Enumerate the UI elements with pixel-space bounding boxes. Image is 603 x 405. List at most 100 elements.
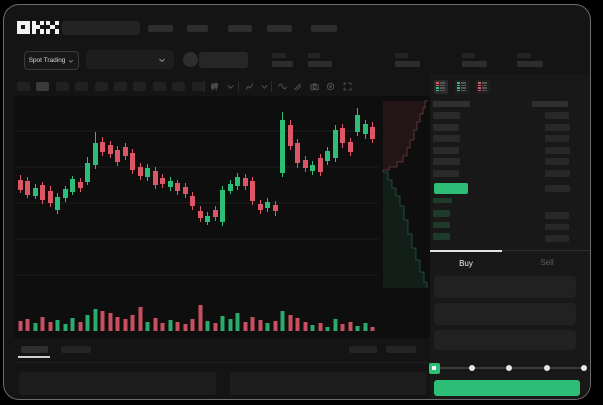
orders-action-button[interactable] [386, 346, 416, 353]
settings-icon[interactable] [326, 82, 335, 91]
volume-bar [280, 311, 285, 331]
book-icon-row [457, 87, 467, 89]
toolbar-separator [271, 81, 272, 92]
candle [175, 183, 180, 191]
stat-label-placeholder [462, 53, 475, 58]
candle [130, 153, 135, 170]
candle [93, 143, 98, 165]
fullscreen-icon[interactable] [343, 82, 352, 91]
timeframe-button[interactable] [191, 82, 205, 91]
volume-bar [48, 322, 53, 331]
timeframe-button[interactable] [75, 82, 89, 91]
camera-icon[interactable] [310, 82, 319, 91]
nav-item[interactable] [187, 25, 208, 32]
chevron-down-icon[interactable] [226, 82, 235, 91]
timeframe-button[interactable] [172, 82, 186, 91]
book-icon-row [478, 84, 488, 87]
bid-row-price[interactable] [433, 210, 450, 217]
candle [273, 205, 278, 211]
volume-bar [100, 311, 105, 331]
pair-selector[interactable] [86, 50, 174, 69]
nav-item[interactable] [311, 25, 337, 32]
candle [303, 160, 308, 168]
book-icon-row [457, 82, 467, 84]
bid-row-amount [545, 223, 569, 230]
slider-stop[interactable] [543, 365, 550, 371]
ask-row-price[interactable] [433, 170, 459, 177]
timeframe-button[interactable] [17, 82, 30, 91]
nav-item[interactable] [228, 25, 252, 32]
bid-row-price[interactable] [433, 221, 450, 228]
volume-bar [288, 315, 293, 331]
search-input[interactable] [62, 21, 140, 35]
timeframe-button[interactable] [133, 82, 147, 91]
volume-bar [348, 322, 353, 331]
ask-row-price[interactable] [433, 158, 460, 165]
depth-asks-line [382, 100, 428, 172]
market-type-selector[interactable]: Spot Trading [24, 51, 79, 70]
candle [310, 165, 315, 171]
buy-submit-button[interactable] [434, 380, 580, 396]
timeframe-button[interactable] [36, 82, 50, 91]
market-type-label: Spot Trading [28, 57, 66, 64]
volume-bar [55, 320, 60, 331]
volume-bar [273, 321, 278, 331]
slider-handle[interactable] [428, 362, 440, 374]
volume-bar [325, 327, 330, 331]
volume-bar [265, 323, 270, 331]
last-price-amount [545, 185, 570, 192]
slider-handle-dot [432, 366, 436, 370]
order-input-field[interactable] [434, 276, 576, 298]
timeframe-button[interactable] [55, 82, 69, 91]
ask-row-price[interactable] [433, 147, 459, 154]
timeframe-button[interactable] [94, 82, 108, 91]
tab-buy[interactable]: Buy [430, 250, 502, 274]
candle [55, 197, 60, 210]
ask-row-amount [545, 147, 570, 154]
slider-stop[interactable] [506, 365, 512, 371]
orders-tab[interactable] [61, 346, 91, 353]
stat-label-placeholder [517, 53, 531, 58]
ask-row-price[interactable] [433, 112, 460, 119]
timeframe-button[interactable] [152, 82, 166, 91]
price-chart[interactable] [14, 96, 432, 338]
orders-tab[interactable] [21, 346, 48, 353]
stat-value-placeholder [462, 61, 487, 67]
app-window: Spot Trading Buy Sell [3, 4, 591, 400]
tab-sell[interactable]: Sell [502, 250, 590, 273]
orders-action-button[interactable] [349, 346, 377, 353]
candlestick-icon[interactable] [210, 82, 219, 91]
candle [33, 188, 38, 196]
candle [138, 167, 143, 176]
candle [18, 180, 23, 190]
book-bids-view[interactable] [455, 80, 469, 94]
ask-row-price[interactable] [433, 135, 460, 142]
indicators-icon[interactable] [245, 82, 254, 91]
volume-bar [333, 319, 338, 331]
volume-bar [205, 321, 210, 331]
slider-stop[interactable] [581, 365, 587, 371]
ask-row-price[interactable] [433, 124, 459, 131]
draw-icon[interactable] [293, 82, 302, 91]
order-input-field[interactable] [434, 303, 576, 325]
volume-bar [190, 319, 195, 331]
book-combined-view[interactable] [434, 80, 448, 94]
volume-bar [115, 317, 120, 331]
nav-item[interactable] [148, 25, 173, 32]
volume-bar [235, 313, 240, 331]
line-style-icon[interactable] [278, 82, 287, 91]
candle [265, 202, 270, 208]
candle [145, 168, 150, 177]
book-asks-view[interactable] [476, 80, 490, 94]
order-input-field[interactable] [434, 330, 576, 350]
chevron-down-icon[interactable] [260, 82, 269, 91]
candle [348, 142, 353, 152]
slider-stop[interactable] [468, 365, 475, 371]
timeframe-button[interactable] [114, 82, 127, 91]
last-price-bar[interactable] [434, 183, 468, 194]
ask-row-amount [545, 170, 570, 177]
volume-bar [85, 315, 90, 331]
candle [153, 171, 158, 185]
bid-row-price[interactable] [433, 233, 450, 240]
nav-item[interactable] [267, 25, 292, 32]
